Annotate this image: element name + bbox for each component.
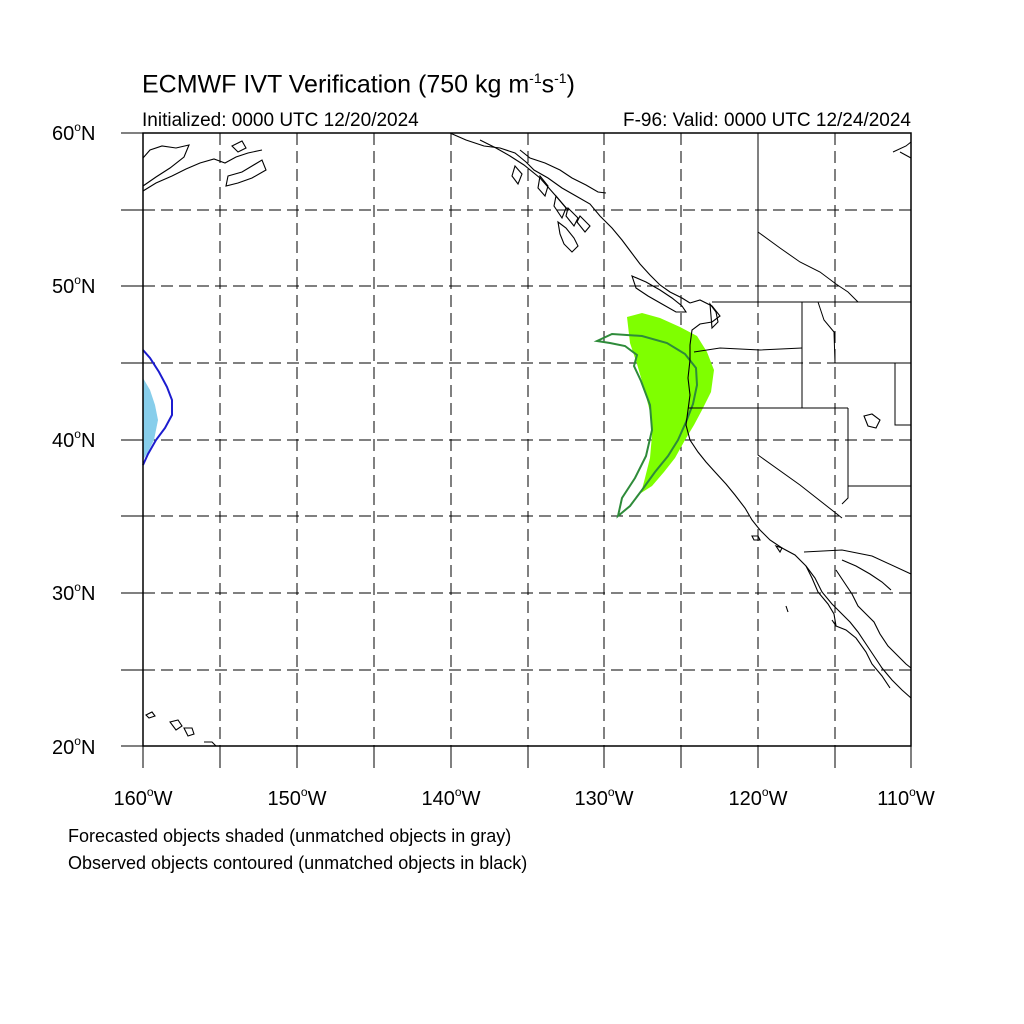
longitude-labels: 160oW 150oW 140oW 130oW 120oW 110oW xyxy=(114,785,935,810)
lat-label-50: 50oN xyxy=(52,273,95,298)
lon-label-140: 140oW xyxy=(422,785,481,810)
observed-object-west xyxy=(142,349,173,466)
lon-label-150: 150oW xyxy=(268,785,327,810)
lon-label-110: 110oW xyxy=(877,785,935,810)
forecast-object-california xyxy=(627,313,714,493)
axis-ticks xyxy=(121,132,912,768)
lon-label-160: 160oW xyxy=(114,785,173,810)
lat-label-30: 30oN xyxy=(52,580,95,605)
lat-label-40: 40oN xyxy=(52,427,95,452)
forecast-object-west xyxy=(143,378,158,460)
graticule xyxy=(143,133,911,746)
observed-object-california xyxy=(593,332,699,519)
legend-observed-note: Observed objects contoured (unmatched ob… xyxy=(68,853,528,873)
legend-forecast-note: Forecasted objects shaded (unmatched obj… xyxy=(68,826,512,846)
valid-time-label: F-96: Valid: 0000 UTC 12/24/2024 xyxy=(623,110,911,131)
lat-label-60: 60oN xyxy=(52,120,95,145)
coastlines xyxy=(142,132,912,747)
map-title: ECMWF IVT Verification (750 kg m-1s-1) xyxy=(142,70,575,99)
lon-label-130: 130oW xyxy=(575,785,634,810)
initialized-label: Initialized: 0000 UTC 12/20/2024 xyxy=(142,110,419,131)
lon-label-120: 120oW xyxy=(729,785,788,810)
lat-label-20: 20oN xyxy=(52,734,95,759)
latitude-labels: 60oN 50oN 40oN 30oN 20oN xyxy=(52,120,95,759)
political-borders xyxy=(688,133,912,575)
